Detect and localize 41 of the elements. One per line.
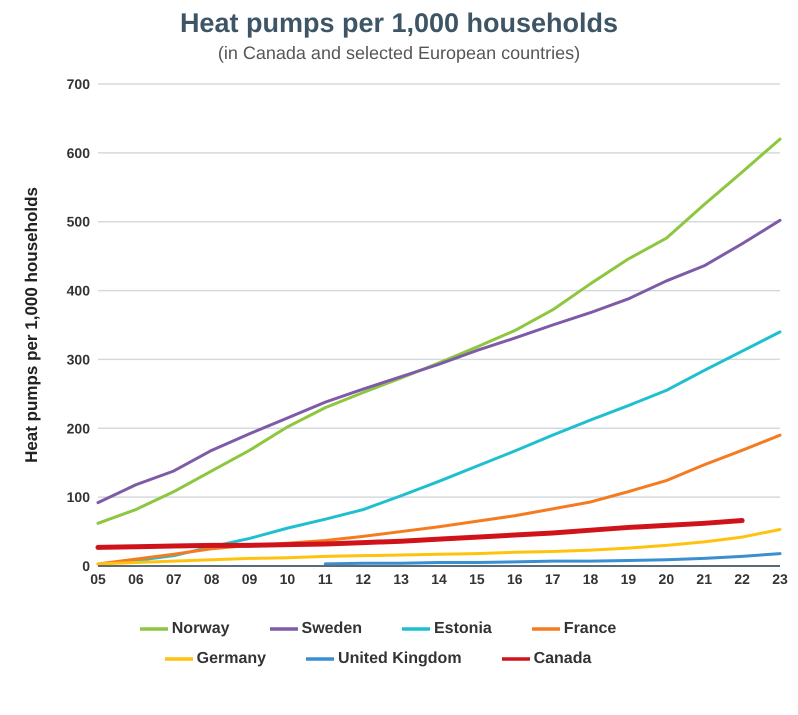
y-tick-label: 0: [82, 558, 90, 574]
x-tick-label: 16: [506, 570, 523, 587]
x-tick-label: 11: [318, 570, 333, 587]
legend-label: France: [564, 620, 616, 637]
x-tick-label: 12: [355, 570, 372, 587]
legend-label: Germany: [196, 650, 266, 667]
x-tick-label: 20: [658, 570, 674, 587]
line-series: [96, 218, 782, 504]
y-tick-label: 600: [66, 144, 90, 161]
x-tick-label: 05: [90, 570, 106, 587]
y-tick-label: 200: [66, 420, 90, 436]
line-series: [96, 528, 782, 566]
x-tick-label: 08: [204, 570, 220, 587]
line-series: [96, 138, 782, 525]
legend-label: United Kingdom: [338, 650, 462, 667]
x-tick-label: 22: [734, 570, 750, 587]
x-tick-label: 10: [280, 570, 296, 587]
x-tick-label: 19: [620, 570, 636, 587]
chart-title: Heat pumps per 1,000 households: [178, 8, 620, 39]
x-tick-label: 15: [469, 570, 485, 587]
y-tick-label: 500: [66, 214, 90, 230]
legend-label: Norway: [172, 620, 230, 637]
line-series: [324, 552, 782, 566]
x-tick-label: 23: [772, 570, 788, 587]
x-tick-label: 09: [242, 570, 258, 587]
x-tick-label: 17: [544, 570, 561, 587]
y-tick-label: 300: [66, 351, 90, 368]
x-tick-label: 21: [696, 570, 712, 587]
y-axis-title: Heat pumps per 1,000 households: [22, 187, 42, 463]
y-tick-label: 100: [66, 489, 90, 506]
x-tick-label: 13: [393, 570, 410, 587]
y-tick-label: 400: [66, 282, 90, 299]
x-tick-label: 18: [582, 570, 599, 587]
x-tick-label: 06: [128, 570, 144, 587]
legend-label: Estonia: [434, 620, 492, 637]
x-tick-label: 14: [431, 570, 447, 587]
legend-label: Sweden: [302, 620, 362, 637]
legend-label: Canada: [534, 650, 592, 667]
chart-subtitle: (in Canada and selected European countries): [216, 43, 582, 64]
x-tick-label: 07: [166, 570, 182, 587]
y-tick-label: 700: [66, 76, 90, 92]
